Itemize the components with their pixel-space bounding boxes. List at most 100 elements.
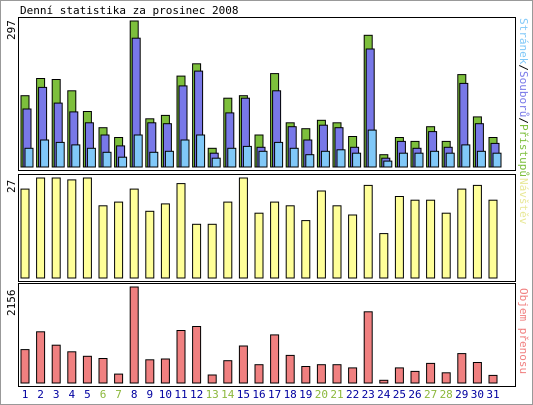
- kbytes-bar: [82, 355, 92, 384]
- kbytes-bar: [160, 358, 170, 384]
- visits-bar: [363, 184, 373, 279]
- x-tick-label: 28: [439, 388, 453, 401]
- x-tick-label: 25: [392, 388, 407, 401]
- visits-bar: [332, 205, 342, 279]
- visits-bar: [82, 177, 92, 279]
- legend-sep: /: [517, 117, 530, 124]
- x-tick-label: 4: [68, 388, 76, 401]
- visits-legend: Návštěv: [517, 178, 530, 225]
- page-title: Denní statistika za prosinec 2008: [20, 4, 239, 17]
- pages-bar: [320, 150, 330, 168]
- visits-bar: [36, 177, 46, 279]
- visits-bar: [270, 201, 280, 279]
- kbytes-bar: [176, 330, 186, 384]
- pages-bar: [149, 151, 159, 168]
- kbytes-bar: [67, 351, 77, 384]
- visits-bar: [67, 179, 77, 279]
- pages-bar: [352, 152, 362, 168]
- visits-max-label: 27: [5, 179, 18, 193]
- pages-bar: [414, 152, 424, 168]
- x-tick-label: 31: [486, 388, 500, 401]
- visits-bar: [238, 177, 248, 279]
- visits-bar: [20, 188, 30, 279]
- pages-bar: [118, 156, 128, 168]
- x-tick-label: 18: [283, 388, 297, 401]
- kbytes-bar: [254, 364, 264, 384]
- kbytes-bar: [457, 353, 467, 384]
- x-tick-label: 2: [37, 388, 44, 401]
- visits-bar: [176, 183, 186, 279]
- visits-bar: [285, 205, 295, 279]
- kbytes-bar: [332, 364, 342, 384]
- pages-bar: [274, 141, 284, 168]
- visits-bar: [160, 203, 170, 279]
- pages-bar: [211, 157, 221, 168]
- kbytes-bar: [223, 360, 233, 384]
- visits-bar: [348, 214, 358, 279]
- visits-bar: [207, 223, 217, 279]
- kbytes-bar: [379, 379, 389, 384]
- x-tick-label: 5: [84, 388, 91, 401]
- kbytes-bar: [51, 344, 61, 384]
- kbytes-bar: [472, 362, 482, 384]
- pages-bar: [24, 147, 34, 168]
- legend-files: Souborů: [517, 70, 530, 118]
- pages-bar: [227, 147, 237, 168]
- pages-bar: [242, 145, 252, 168]
- x-tick-label: 9: [146, 388, 154, 401]
- x-tick-label: 29: [455, 388, 469, 401]
- x-tick-label: 22: [345, 388, 360, 401]
- kbytes-bar: [238, 345, 248, 384]
- hits-legend: Stránek/Souborů/Přístupů: [517, 18, 530, 177]
- visits-bar: [51, 177, 61, 279]
- visits-bar: [254, 212, 264, 279]
- kbytes-bar: [270, 334, 280, 384]
- visits-bar: [98, 205, 108, 279]
- kbytes-bar: [285, 354, 295, 384]
- x-tick-label: 17: [267, 388, 282, 401]
- x-tick-label: 14: [221, 388, 235, 401]
- visits-bar: [379, 233, 389, 279]
- pages-bar: [367, 129, 377, 168]
- legend-sep: /: [517, 64, 530, 71]
- pages-bar: [305, 154, 315, 168]
- x-tick-label: 3: [52, 388, 60, 401]
- kbytes-bar: [441, 372, 451, 384]
- x-tick-label: 20: [314, 388, 329, 401]
- hits-max-label: 297: [5, 20, 18, 40]
- visits-bar: [410, 199, 420, 279]
- x-tick-label: 8: [130, 388, 138, 401]
- visits-bar: [426, 199, 436, 279]
- pages-bar: [289, 147, 299, 168]
- x-tick-label: 24: [377, 388, 391, 401]
- pages-bar: [86, 147, 96, 168]
- x-tick-label: 6: [99, 388, 107, 401]
- visits-bar: [301, 220, 311, 279]
- x-tick-label: 16: [252, 388, 266, 401]
- visits-bar: [192, 223, 202, 279]
- kbytes-bar: [410, 370, 420, 384]
- pages-bar: [445, 152, 455, 168]
- x-tick-label: 27: [423, 388, 438, 401]
- x-tick-label: 11: [174, 388, 188, 401]
- pages-bar: [55, 141, 65, 168]
- kbytes-bar: [192, 326, 202, 384]
- pages-bar: [164, 150, 174, 168]
- visits-bar: [223, 201, 233, 279]
- pages-bar: [258, 150, 268, 168]
- visits-bar: [129, 188, 139, 279]
- x-tick-label: 12: [189, 388, 204, 401]
- x-tick-label: 7: [115, 388, 122, 401]
- visits-bar: [316, 190, 326, 279]
- pages-bar: [476, 150, 486, 168]
- kbytes-bar: [488, 374, 498, 384]
- visits-bar: [457, 188, 467, 279]
- visits-bar: [145, 210, 155, 279]
- pages-bar: [398, 152, 408, 168]
- pages-bar: [492, 152, 502, 168]
- pages-bar: [40, 139, 50, 168]
- pages-bar: [133, 134, 143, 168]
- pages-bar: [430, 150, 440, 168]
- visits-bar: [488, 199, 498, 279]
